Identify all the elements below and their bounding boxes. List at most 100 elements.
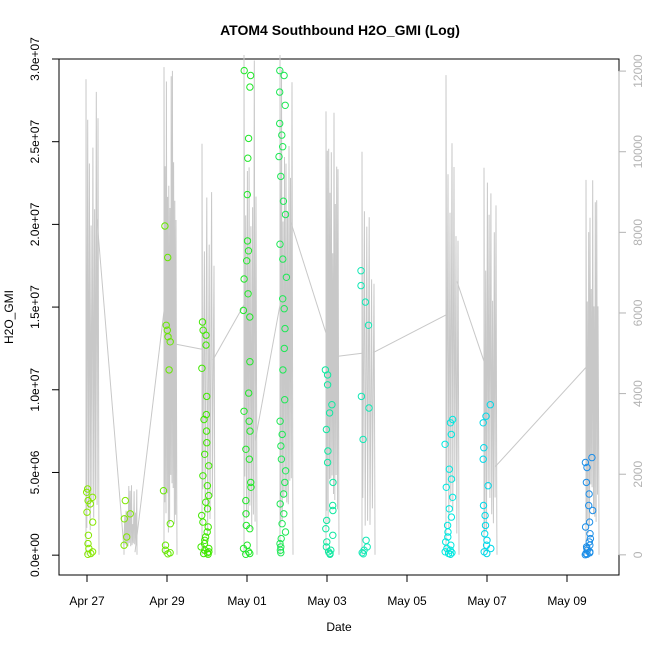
- h2o-point: [479, 455, 487, 463]
- chart-title: ATOM4 Southbound H2O_GMI (Log): [220, 22, 460, 38]
- h2o-point: [277, 172, 285, 181]
- h2o-point: [281, 324, 289, 333]
- h2o-point: [486, 401, 494, 409]
- h2o-point: [199, 518, 207, 526]
- h2o-point: [86, 500, 95, 508]
- h2o-point: [483, 536, 491, 544]
- h2o-point: [585, 490, 593, 498]
- h2o-point: [582, 478, 591, 487]
- x-tick-label: May 01: [227, 594, 267, 608]
- h2o-point: [164, 253, 172, 262]
- h2o-point: [242, 510, 250, 518]
- x-axis-label: Date: [326, 620, 352, 634]
- y2-tick-label: 6000: [631, 299, 645, 326]
- h2o-point: [480, 444, 488, 452]
- h2o-point: [201, 536, 209, 544]
- h2o-point: [126, 510, 134, 518]
- h2o-point: [239, 306, 248, 315]
- h2o-point: [121, 496, 130, 505]
- altitude-transit-line: [174, 343, 203, 350]
- h2o-point: [329, 506, 337, 515]
- h2o-point: [323, 516, 331, 525]
- h2o-point: [323, 458, 332, 467]
- h2o-point: [479, 419, 487, 427]
- h2o-point: [247, 483, 255, 491]
- h2o-point: [325, 409, 334, 417]
- h2o-point: [481, 511, 489, 520]
- h2o-point: [581, 523, 590, 531]
- h2o-point: [246, 358, 254, 366]
- h2o-point: [166, 520, 175, 528]
- h2o-point: [205, 491, 213, 500]
- h2o-point: [279, 490, 288, 498]
- h2o-point: [581, 458, 590, 467]
- h2o-point: [281, 478, 289, 487]
- h2o-point: [242, 496, 250, 505]
- x-tick-label: May 09: [547, 594, 587, 608]
- h2o-point: [362, 536, 370, 544]
- h2o-point: [487, 544, 495, 553]
- y2-tick-label: 0: [631, 551, 645, 558]
- h2o-point: [281, 396, 289, 404]
- h2o-point: [482, 412, 490, 420]
- h2o-point: [279, 143, 287, 151]
- h2o-point: [242, 550, 250, 558]
- h2o-point: [585, 518, 594, 526]
- h2o-point: [246, 549, 254, 558]
- y-axis-label: H2O_GMI: [2, 290, 16, 344]
- h2o-point: [245, 455, 254, 463]
- h2o-point: [246, 71, 255, 80]
- h2o-point: [198, 364, 206, 372]
- h2o-point: [245, 389, 253, 397]
- h2o-point: [203, 505, 212, 513]
- h2o-point: [357, 267, 365, 275]
- h2o-point: [164, 550, 172, 558]
- y-tick-label: 3.0e+07: [28, 37, 42, 81]
- h2o-point: [240, 275, 248, 283]
- h2o-point: [322, 425, 331, 434]
- h2o-point: [481, 521, 490, 530]
- x-tick-label: May 03: [307, 594, 347, 608]
- h2o-point: [203, 392, 211, 401]
- altitude-trace: [445, 75, 460, 555]
- h2o-point: [246, 427, 254, 435]
- h2o-point: [276, 119, 284, 128]
- h2o-point: [275, 152, 283, 161]
- h2o-point: [327, 546, 335, 554]
- altitude-trace: [201, 143, 216, 555]
- h2o-point: [448, 493, 457, 501]
- h2o-point: [446, 550, 455, 558]
- h2o-point: [280, 510, 288, 518]
- h2o-point: [205, 544, 213, 553]
- h2o-point: [583, 463, 591, 472]
- y-tick-label: 1.5e+07: [28, 285, 42, 329]
- h2o-point: [199, 472, 207, 480]
- h2o-point: [276, 66, 284, 75]
- h2o-point: [281, 467, 290, 475]
- h2o-point: [204, 550, 212, 558]
- h2o-point: [162, 321, 170, 329]
- h2o-point: [581, 551, 589, 559]
- h2o-point: [278, 430, 286, 439]
- h2o-point: [204, 523, 212, 531]
- h2o-point: [246, 83, 254, 91]
- h2o-point: [444, 528, 452, 536]
- h2o-point: [357, 392, 366, 401]
- h2o-point: [243, 257, 251, 265]
- h2o-point: [202, 341, 210, 349]
- h2o-point: [323, 538, 331, 546]
- h2o-point: [445, 505, 453, 513]
- h2o-point: [203, 528, 211, 536]
- h2o-point: [246, 313, 254, 321]
- h2o-point: [243, 237, 252, 245]
- altitude-trace: [243, 54, 258, 555]
- h2o-point: [279, 197, 288, 205]
- h2o-point: [326, 550, 334, 558]
- h2o-point: [120, 515, 129, 523]
- h2o-point: [445, 465, 453, 473]
- h2o-point: [84, 531, 93, 539]
- h2o-point: [588, 453, 596, 462]
- h2o-point: [358, 549, 366, 557]
- y-axis: 0.0e+00 5.0e+06 1.0e+07 1.5e+07 2.0e+07 2.5e+…: [28, 37, 60, 577]
- h2o-point: [276, 88, 284, 96]
